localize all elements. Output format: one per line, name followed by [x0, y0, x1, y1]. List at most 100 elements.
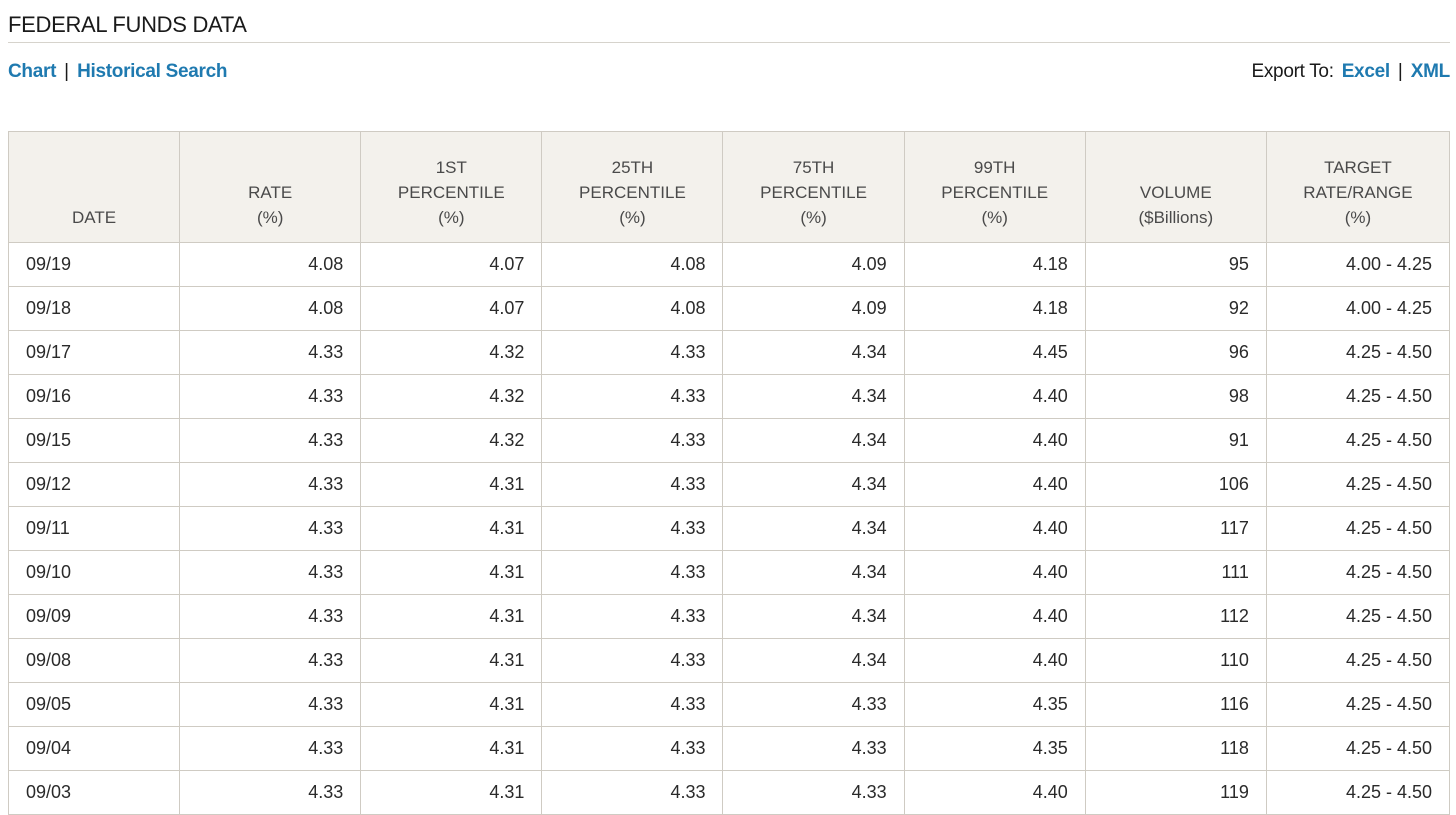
table-row: 09/08 4.33 4.31 4.33 4.34 4.40 110 4.25 - 4.50: [7, 638, 1451, 683]
cell-target-rate-range: 4.25 - 4.50: [1265, 418, 1451, 463]
cell-99th-percentile: 4.40: [903, 374, 1086, 419]
table-body: 09/19 4.08 4.07 4.08 4.09 4.18 95 4.00 - 4.25 09…: [7, 242, 1451, 815]
cell-1st-percentile: 4.32: [360, 418, 543, 463]
cell-75th-percentile: 4.34: [722, 550, 905, 595]
fed-funds-table-container: DATE RATE (%) 1ST PERCENTILE (%) 25TH PERCENTIL…: [7, 131, 1451, 815]
cell-volume: 119: [1084, 770, 1267, 815]
cell-date: 09/18: [7, 286, 181, 331]
header-text-line: DATE: [72, 208, 117, 227]
cell-1st-percentile: 4.07: [360, 286, 543, 331]
header-text-line: 1ST: [435, 158, 467, 177]
cell-25th-percentile: 4.33: [541, 462, 724, 507]
cell-volume: 95: [1084, 242, 1267, 287]
cell-99th-percentile: 4.18: [903, 242, 1086, 287]
header-text-line: (%): [619, 208, 646, 227]
cell-25th-percentile: 4.33: [541, 594, 724, 639]
cell-1st-percentile: 4.31: [360, 594, 543, 639]
chart-link[interactable]: Chart: [8, 61, 57, 82]
cell-99th-percentile: 4.40: [903, 638, 1086, 683]
header-text-line: (%): [1344, 208, 1372, 227]
cell-rate: 4.33: [179, 374, 362, 419]
table-header-row: DATE RATE (%) 1ST PERCENTILE (%) 25TH PERCENTIL…: [7, 131, 1451, 243]
cell-99th-percentile: 4.40: [903, 550, 1086, 595]
cell-75th-percentile: 4.33: [722, 682, 905, 727]
header-text-line: RATE: [248, 183, 293, 202]
cell-volume: 112: [1084, 594, 1267, 639]
cell-1st-percentile: 4.31: [360, 462, 543, 507]
cell-date: 09/16: [7, 374, 181, 419]
table-row: 09/05 4.33 4.31 4.33 4.33 4.35 116 4.25 - 4.50: [7, 682, 1451, 727]
cell-rate: 4.33: [179, 550, 362, 595]
cell-date: 09/19: [7, 242, 181, 287]
cell-25th-percentile: 4.33: [541, 770, 724, 815]
cell-date: 09/04: [7, 726, 181, 771]
cell-volume: 117: [1084, 506, 1267, 551]
export-xml-link[interactable]: XML: [1410, 61, 1451, 82]
page-title: FEDERAL FUNDS DATA: [8, 12, 247, 37]
cell-volume: 111: [1084, 550, 1267, 595]
cell-target-rate-range: 4.25 - 4.50: [1265, 462, 1451, 507]
cell-volume: 96: [1084, 330, 1267, 375]
cell-rate: 4.33: [179, 726, 362, 771]
cell-75th-percentile: 4.34: [722, 506, 905, 551]
header-75th-percentile: 75TH PERCENTILE (%): [722, 131, 905, 243]
header-text-line: (%): [438, 208, 465, 227]
cell-target-rate-range: 4.25 - 4.50: [1265, 682, 1451, 727]
cell-rate: 4.33: [179, 330, 362, 375]
cell-1st-percentile: 4.31: [360, 770, 543, 815]
header-text-line: PERCENTILE: [941, 183, 1049, 202]
cell-1st-percentile: 4.32: [360, 374, 543, 419]
cell-75th-percentile: 4.33: [722, 726, 905, 771]
cell-25th-percentile: 4.33: [541, 506, 724, 551]
export-excel-link[interactable]: Excel: [1341, 61, 1390, 82]
cell-1st-percentile: 4.31: [360, 726, 543, 771]
header-text-line: VOLUME: [1139, 183, 1212, 202]
cell-25th-percentile: 4.33: [541, 374, 724, 419]
cell-rate: 4.33: [179, 506, 362, 551]
cell-75th-percentile: 4.09: [722, 286, 905, 331]
cell-date: 09/15: [7, 418, 181, 463]
cell-99th-percentile: 4.40: [903, 594, 1086, 639]
header-99th-percentile: 99TH PERCENTILE (%): [903, 131, 1086, 243]
header-text-line: PERCENTILE: [397, 183, 505, 202]
table-row: 09/18 4.08 4.07 4.08 4.09 4.18 92 4.00 - 4.25: [7, 286, 1451, 331]
cell-25th-percentile: 4.33: [541, 418, 724, 463]
cell-target-rate-range: 4.25 - 4.50: [1265, 594, 1451, 639]
cell-rate: 4.08: [179, 286, 362, 331]
cell-75th-percentile: 4.34: [722, 594, 905, 639]
cell-rate: 4.33: [179, 770, 362, 815]
cell-25th-percentile: 4.33: [541, 330, 724, 375]
cell-date: 09/05: [7, 682, 181, 727]
cell-99th-percentile: 4.35: [903, 682, 1086, 727]
cell-target-rate-range: 4.25 - 4.50: [1265, 550, 1451, 595]
table-row: 09/12 4.33 4.31 4.33 4.34 4.40 106 4.25 - 4.50: [7, 462, 1451, 507]
header-rate: RATE (%): [179, 131, 362, 243]
cell-rate: 4.08: [179, 242, 362, 287]
cell-25th-percentile: 4.33: [541, 682, 724, 727]
cell-rate: 4.33: [179, 594, 362, 639]
cell-target-rate-range: 4.25 - 4.50: [1265, 506, 1451, 551]
cell-volume: 118: [1084, 726, 1267, 771]
table-row: 09/19 4.08 4.07 4.08 4.09 4.18 95 4.00 - 4.25: [7, 242, 1451, 287]
cell-75th-percentile: 4.34: [722, 418, 905, 463]
cell-volume: 106: [1084, 462, 1267, 507]
export-separator: |: [1397, 61, 1403, 82]
cell-1st-percentile: 4.31: [360, 506, 543, 551]
header-1st-percentile: 1ST PERCENTILE (%): [360, 131, 543, 243]
view-links: Chart | Historical Search: [8, 61, 228, 83]
header-target-rate-range: TARGET RATE/RANGE (%): [1265, 131, 1451, 243]
cell-75th-percentile: 4.34: [722, 462, 905, 507]
cell-1st-percentile: 4.31: [360, 682, 543, 727]
cell-target-rate-range: 4.25 - 4.50: [1265, 638, 1451, 683]
cell-date: 09/03: [7, 770, 181, 815]
cell-rate: 4.33: [179, 462, 362, 507]
table-row: 09/03 4.33 4.31 4.33 4.33 4.40 119 4.25 - 4.50: [7, 770, 1451, 815]
table-row: 09/11 4.33 4.31 4.33 4.34 4.40 117 4.25 - 4.50: [7, 506, 1451, 551]
cell-rate: 4.33: [179, 682, 362, 727]
cell-75th-percentile: 4.34: [722, 330, 905, 375]
cell-date: 09/12: [7, 462, 181, 507]
header-text-line: 99TH: [973, 158, 1016, 177]
historical-search-link[interactable]: Historical Search: [77, 61, 228, 82]
cell-volume: 98: [1084, 374, 1267, 419]
cell-volume: 116: [1084, 682, 1267, 727]
